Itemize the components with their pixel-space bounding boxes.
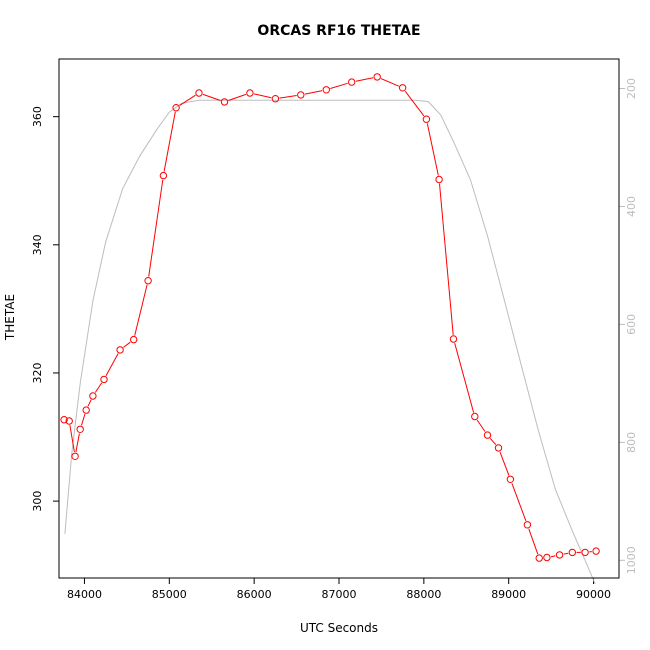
thetae-segment [279,95,297,99]
thetae-point [82,406,90,414]
thetae-point [159,171,168,180]
thetae-point [71,452,79,460]
thetae-point [471,412,479,421]
thetae-segment [163,111,176,172]
thetae-segment [380,78,399,87]
y-tick-label: 340 [31,234,44,255]
thetae-point [246,89,254,97]
thetae-segment [528,528,539,555]
thetae-point [322,86,330,94]
thetae-point [592,547,600,555]
thetae-point [348,78,356,86]
thetae-point [89,392,97,400]
thetae-point [65,417,73,425]
thetae-segment [123,341,131,348]
thetae-point [220,98,229,106]
chart-title: ORCAS RF16 THETAE [257,23,420,39]
y2-tick-label: 400 [625,196,638,217]
thetae-segment [228,93,247,101]
thetae-point [422,115,431,123]
thetae-series [60,73,600,562]
thetae-segment [454,342,475,413]
thetae-point [297,91,305,99]
x-tick-label: 86000 [237,588,272,601]
y-axis-label: THETAE [3,294,17,341]
thetae-point [100,375,108,384]
y2-tick-label: 800 [625,432,638,453]
thetae-segment [81,413,86,426]
thetae-segment [304,90,323,95]
thetae-segment [511,483,527,522]
thetae-point [506,475,515,483]
thetae-point [543,553,551,562]
thetae-segment [202,93,221,101]
thetae-point [116,346,124,354]
thetae-segment [404,90,425,117]
thetae-segment [69,425,75,453]
x-tick-label: 85000 [152,588,187,601]
thetae-point [398,84,407,92]
y2-tick-label: 600 [625,314,638,335]
thetae-segment [148,179,164,277]
thetae-point [130,335,138,344]
thetae-point [195,89,203,97]
x-tick-label: 89000 [491,588,526,601]
thetae-point [271,95,280,103]
thetae-point [483,431,492,439]
pressure-series [64,99,596,585]
thetae-point [523,521,532,529]
thetae-point [60,416,68,424]
y-tick-label: 320 [31,362,44,383]
thetae-segment [94,382,103,393]
thetae-segment [489,437,497,446]
thetae-segment [87,399,92,407]
thetae-segment [330,82,348,89]
plot-area-frame [58,58,620,579]
thetae-segment [426,123,439,176]
thetae-segment [134,284,148,336]
thetae-point [76,425,84,433]
thetae-segment [75,433,80,453]
thetae-point [568,548,576,557]
thetae-segment [253,93,272,99]
thetae-point [449,335,458,343]
thetae-point [494,444,503,452]
y2-tick-label: 1000 [625,546,638,574]
thetae-point [373,73,381,81]
thetae-point [144,277,152,285]
thetae-segment [499,451,510,476]
thetae-segment [179,94,196,106]
thetae-point [435,175,443,184]
pressure-line [64,99,596,585]
x-tick-label: 90000 [576,588,611,601]
thetae-segment [550,555,556,558]
thetae-point [172,104,180,112]
thetae-segment [105,353,119,376]
thetae-segment [563,552,569,555]
thetae-point [581,548,589,557]
y2-tick-label: 200 [625,78,638,99]
thetae-point [535,554,543,562]
x-axis-label: UTC Seconds [300,621,378,635]
x-tick-label: 87000 [322,588,357,601]
x-tick-label: 88000 [406,588,441,601]
y-tick-label: 360 [31,106,44,127]
y-tick-label: 300 [31,491,44,512]
axis-ticks: 84000 85000 86000 87000 88000 89000 90000 300 32… [31,78,638,601]
thetae-point [555,551,564,559]
thetae-segment [439,183,454,335]
x-tick-label: 84000 [67,588,102,601]
thetae-segment [355,77,374,82]
thetae-segment [476,419,486,432]
